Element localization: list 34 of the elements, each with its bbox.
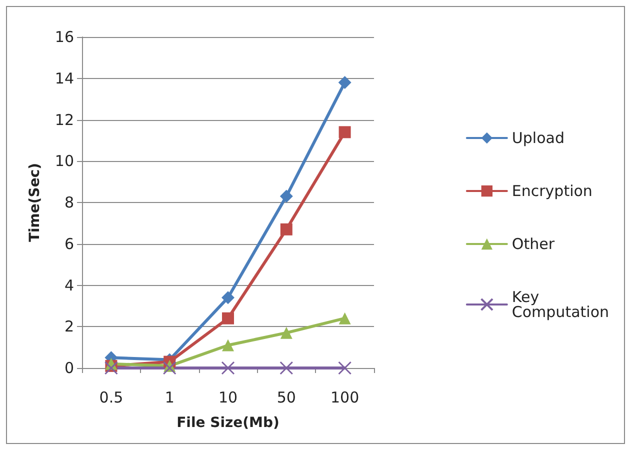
y-tick-label: 8 (64, 194, 74, 212)
y-tick-label: 14 (54, 69, 74, 88)
y-tick-label: 2 (64, 318, 74, 336)
point (338, 76, 352, 90)
x-tick-label: 100 (330, 388, 360, 406)
y-axis-title: Time(Sec) (27, 162, 43, 242)
legend-label: Upload (512, 129, 564, 147)
point (222, 291, 234, 304)
point (280, 190, 293, 203)
x-tick-label: 50 (276, 388, 296, 406)
point (280, 326, 292, 339)
point (338, 361, 352, 375)
point (162, 361, 176, 375)
point (222, 312, 234, 324)
point (280, 361, 294, 375)
y-tick-label: 4 (64, 276, 74, 294)
point (221, 361, 235, 375)
point (280, 223, 292, 236)
legend-label: Encryption (512, 182, 592, 200)
point (222, 339, 234, 352)
point (104, 361, 118, 375)
legend-label: Key Computation (512, 288, 610, 321)
legend-label: Other (512, 235, 556, 253)
y-tick-label: 0 (64, 359, 74, 377)
point (338, 312, 351, 324)
y-tick-label: 6 (64, 234, 74, 253)
y-tick-label: 10 (54, 152, 74, 170)
point (338, 126, 351, 138)
x-tick-label: 10 (218, 388, 238, 406)
x-tick-label: 1 (164, 388, 174, 406)
y-tick-label: 16 (54, 28, 74, 46)
y-tick-label: 12 (54, 110, 74, 129)
x-axis-title: File Size(Mb) (176, 415, 280, 431)
x-tick-label: 0.5 (99, 388, 124, 406)
